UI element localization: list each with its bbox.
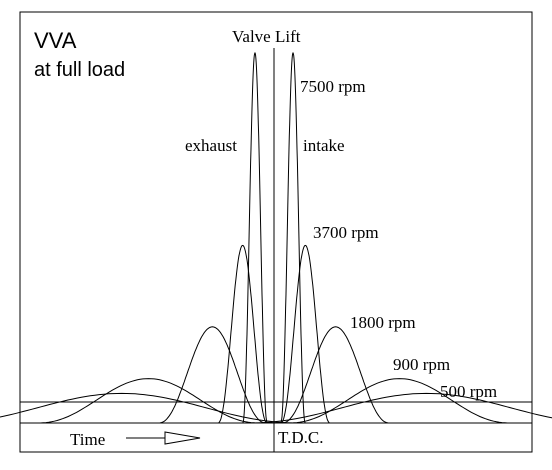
- lift-curves: [0, 51, 552, 424]
- intake-curve-500-rpm: [247, 392, 552, 424]
- exhaust-curve-900-rpm: [37, 378, 260, 424]
- speed-label-3700: 3700 rpm: [313, 223, 379, 242]
- intake-curve-900-rpm: [288, 378, 511, 424]
- intake-curve-1800-rpm: [281, 326, 390, 424]
- diagram-border: [19, 11, 533, 453]
- intake-curve-7500-rpm: [280, 51, 306, 424]
- corner-label-line2: at full load: [34, 59, 125, 81]
- axis-title: Valve Lift: [232, 27, 301, 46]
- time-arrow-icon: [126, 431, 201, 445]
- time-label: Time: [70, 430, 105, 449]
- speed-label-900: 900 rpm: [393, 355, 450, 374]
- exhaust-curve-7500-rpm: [242, 51, 268, 424]
- intake-label: intake: [303, 136, 345, 155]
- exhaust-curve-3700-rpm: [217, 244, 268, 424]
- speed-label-7500: 7500 rpm: [300, 77, 366, 96]
- exhaust-curve-1800-rpm: [158, 326, 267, 424]
- speed-label-1800: 1800 rpm: [350, 313, 416, 332]
- corner-label-line1: VVA: [34, 28, 77, 53]
- speed-label-500: 500 rpm: [440, 382, 497, 401]
- exhaust-label: exhaust: [185, 136, 237, 155]
- exhaust-curve-500-rpm: [0, 392, 301, 424]
- tdc-label: T.D.C.: [278, 428, 324, 447]
- intake-curve-3700-rpm: [280, 244, 331, 424]
